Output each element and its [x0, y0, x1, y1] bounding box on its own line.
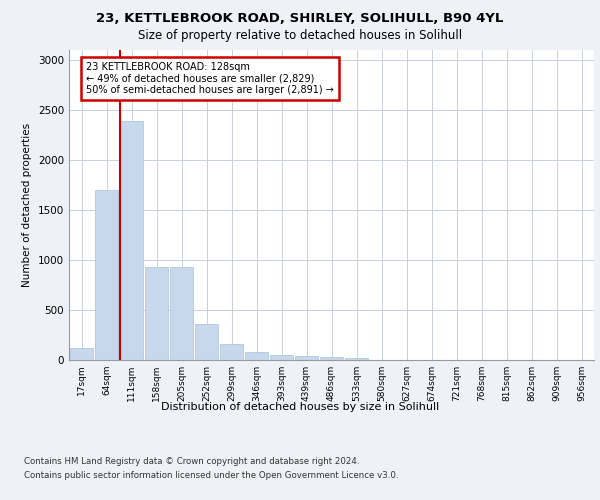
Bar — [95, 190, 118, 360]
Bar — [269, 354, 293, 360]
Bar — [245, 352, 268, 360]
Bar — [145, 267, 169, 360]
Text: Distribution of detached houses by size in Solihull: Distribution of detached houses by size … — [161, 402, 439, 412]
Bar — [70, 348, 94, 360]
Y-axis label: Number of detached properties: Number of detached properties — [22, 123, 32, 287]
Bar — [170, 267, 193, 360]
Bar — [320, 357, 343, 360]
Bar — [295, 356, 319, 360]
Bar — [119, 121, 143, 360]
Text: 23 KETTLEBROOK ROAD: 128sqm
← 49% of detached houses are smaller (2,829)
50% of : 23 KETTLEBROOK ROAD: 128sqm ← 49% of det… — [86, 62, 334, 95]
Bar — [344, 358, 368, 360]
Bar — [220, 344, 244, 360]
Text: Contains HM Land Registry data © Crown copyright and database right 2024.: Contains HM Land Registry data © Crown c… — [24, 458, 359, 466]
Text: 23, KETTLEBROOK ROAD, SHIRLEY, SOLIHULL, B90 4YL: 23, KETTLEBROOK ROAD, SHIRLEY, SOLIHULL,… — [97, 12, 503, 26]
Bar — [194, 324, 218, 360]
Text: Size of property relative to detached houses in Solihull: Size of property relative to detached ho… — [138, 29, 462, 42]
Text: Contains public sector information licensed under the Open Government Licence v3: Contains public sector information licen… — [24, 471, 398, 480]
